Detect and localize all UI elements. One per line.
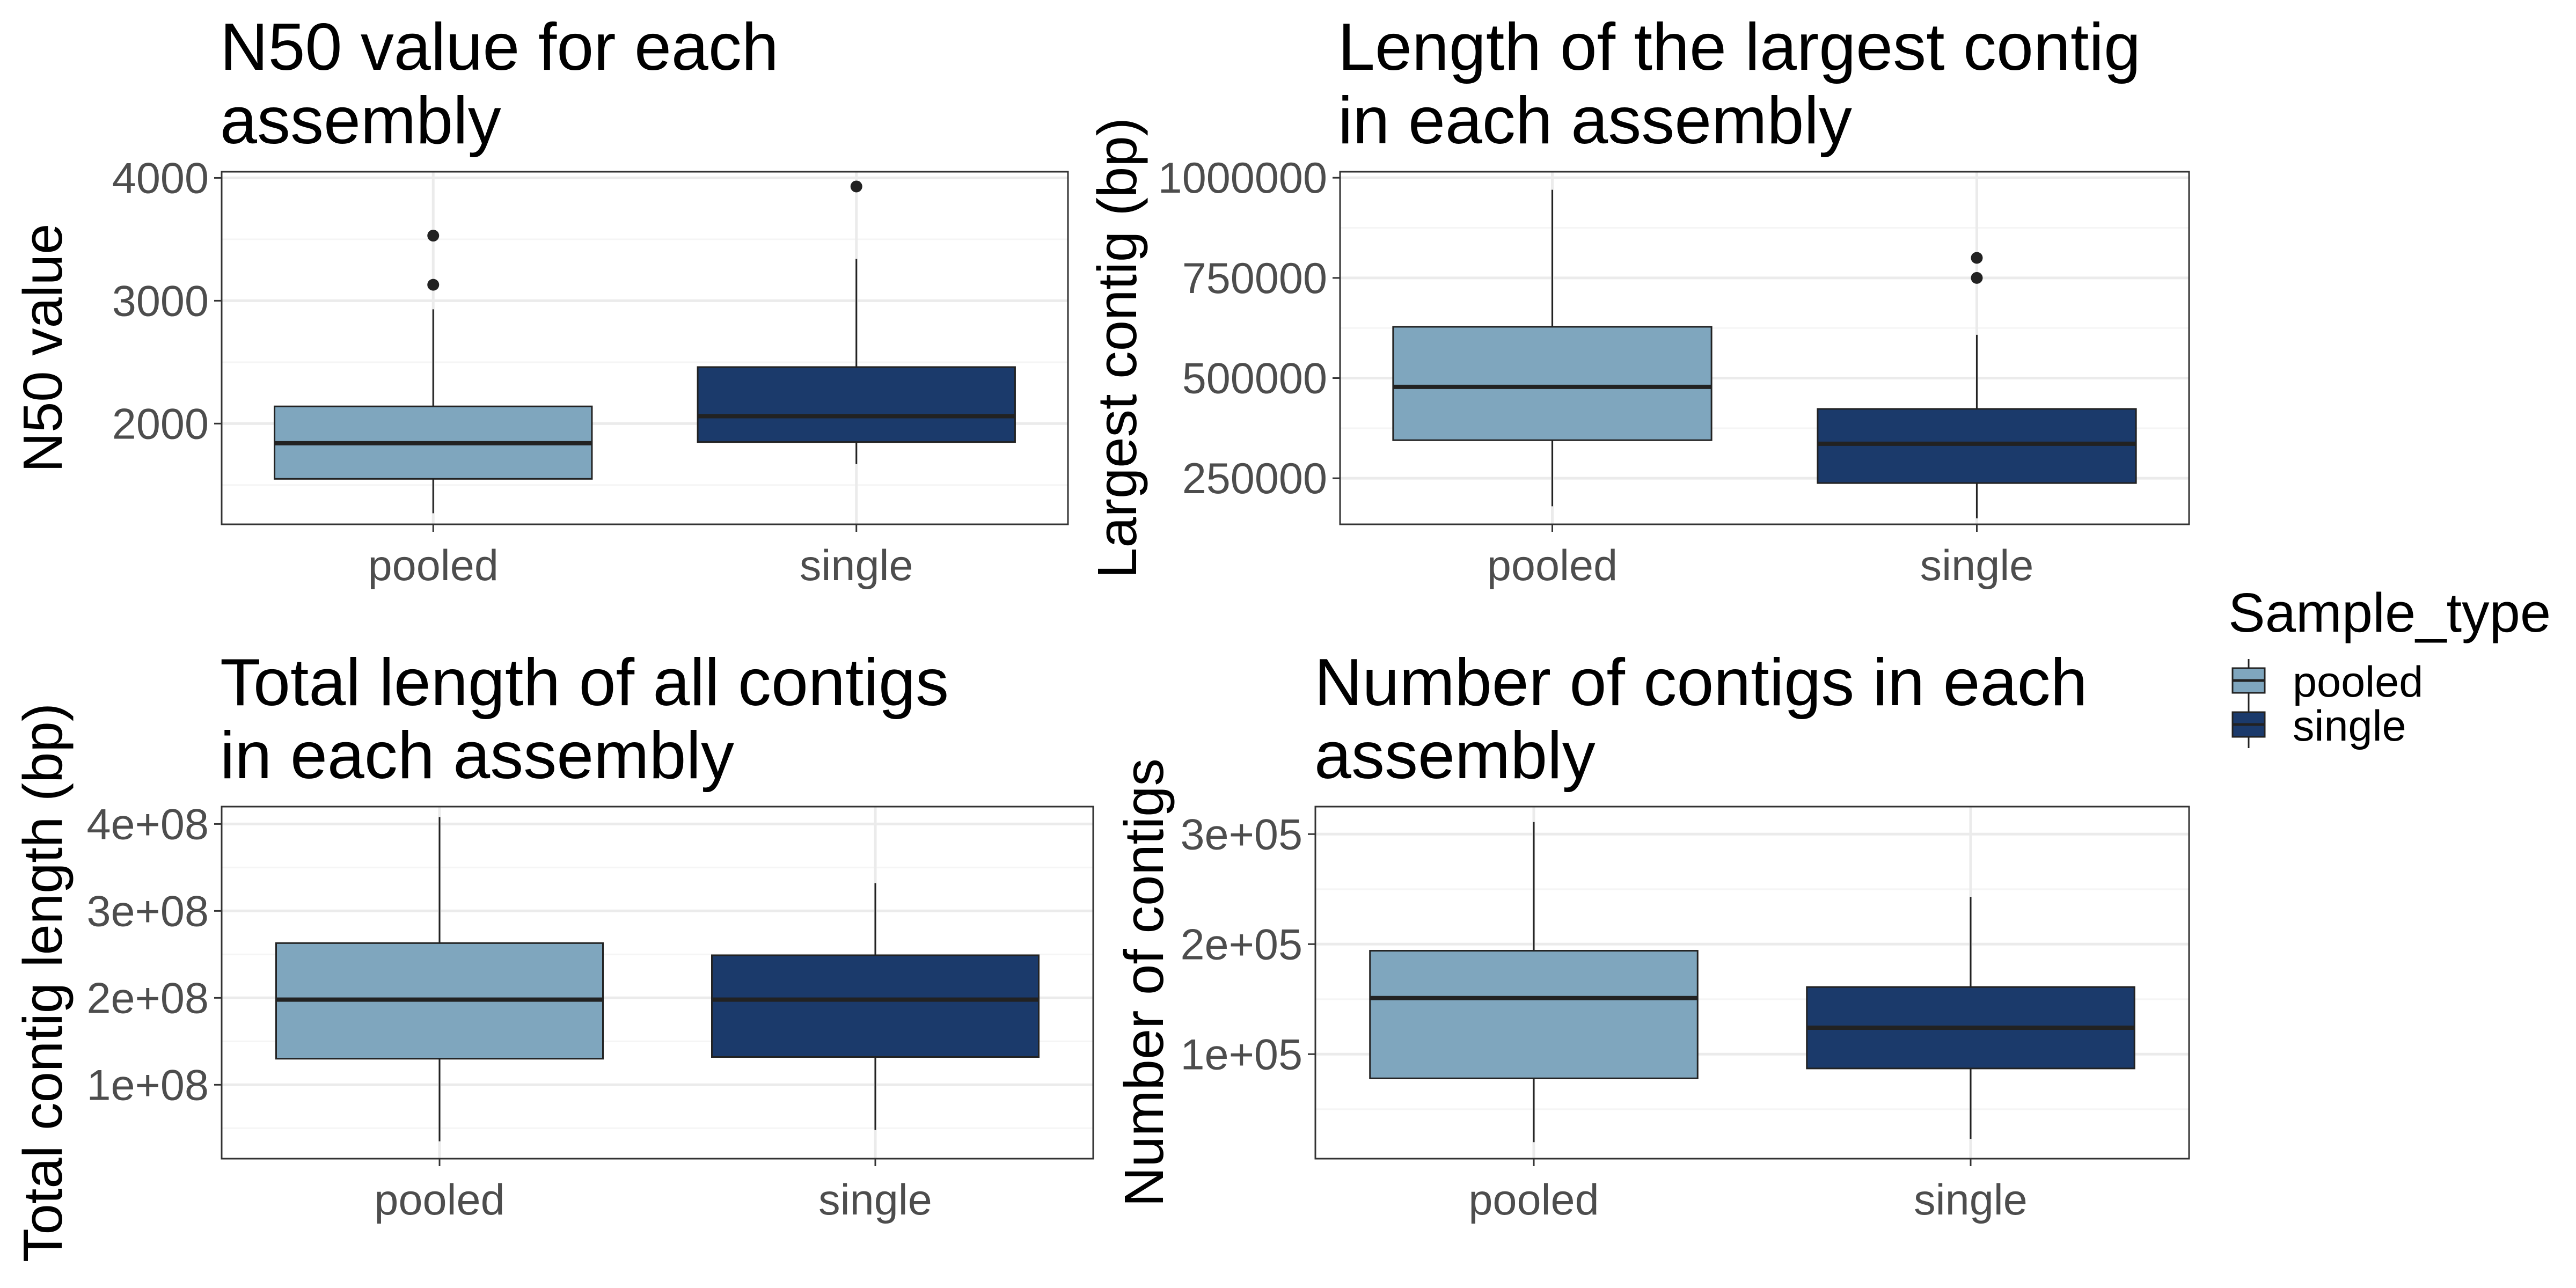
box-single xyxy=(697,180,1016,464)
x-tick-label: pooled xyxy=(1487,541,1618,590)
box-single xyxy=(711,883,1040,1130)
y-tick-label: 3e+05 xyxy=(1181,810,1303,859)
box-pooled xyxy=(1392,189,1713,507)
y-tick-label: 500000 xyxy=(1182,354,1327,402)
y-tick-label: 1e+08 xyxy=(87,1061,209,1109)
box-pooled xyxy=(1369,822,1699,1143)
legend-item-single: single xyxy=(2231,702,2406,750)
box-body xyxy=(1392,326,1713,441)
y-tick-label: 3000 xyxy=(112,277,209,325)
panel-4: 1e+05 2e+05 3e+05 pooled single Number of con… xyxy=(1113,646,2190,1224)
x-tick-label: pooled xyxy=(368,541,499,590)
panel-3: 1e+08 2e+08 3e+08 4e+08 pooled single Total le… xyxy=(12,646,1094,1262)
y-axis-label: Number of contigs xyxy=(1113,758,1175,1207)
y-tick-label: 4000 xyxy=(112,154,209,202)
panel-border xyxy=(221,806,1094,1160)
y-tick-label: 4e+08 xyxy=(87,800,209,848)
y-axis-label: N50 value xyxy=(12,224,74,473)
panel-title-line: N50 value for each xyxy=(220,10,779,84)
box-body xyxy=(1817,408,2137,484)
outlier-point xyxy=(1971,272,1983,284)
y-tick-label: 1000000 xyxy=(1158,154,1327,202)
x-tick-label: pooled xyxy=(1468,1176,1599,1224)
y-tick-label: 2e+08 xyxy=(87,974,209,1022)
x-tick-label: single xyxy=(1914,1176,2028,1224)
panel-title-line: in each assembly xyxy=(220,719,734,793)
panel-1: 2000 3000 4000 pooled single N50 value for ea… xyxy=(12,10,1069,590)
legend-label: single xyxy=(2293,702,2406,750)
panel-title-line: Number of contigs in each xyxy=(1314,646,2088,720)
box-body xyxy=(711,954,1040,1058)
y-tick-label: 2e+05 xyxy=(1181,920,1303,969)
box-pooled xyxy=(275,817,604,1141)
panels: 2000 3000 4000 pooled single N50 value for ea… xyxy=(12,10,2190,1262)
outlier-point xyxy=(427,230,440,242)
box-single xyxy=(1806,897,2135,1139)
panel-title-line: Length of the largest contig xyxy=(1338,10,2141,84)
outlier-point xyxy=(1971,252,1983,264)
box-body xyxy=(1369,950,1699,1079)
panel-border xyxy=(221,171,1069,525)
box-pooled xyxy=(274,230,593,514)
y-tick-label: 3e+08 xyxy=(87,887,209,935)
x-tick-label: single xyxy=(1920,541,2034,590)
panel-title-line: assembly xyxy=(220,84,501,158)
y-axis-label: Total contig length (bp) xyxy=(12,703,74,1262)
panel-border xyxy=(1339,171,2190,525)
y-tick-label: 750000 xyxy=(1182,254,1327,303)
x-tick-label: pooled xyxy=(374,1176,504,1224)
legend-title: Sample_type xyxy=(2228,582,2551,643)
panel-2: 250000 500000 750000 1000000 pooled single Len… xyxy=(1086,10,2190,590)
x-tick-label: single xyxy=(818,1176,932,1224)
legend-label: pooled xyxy=(2293,658,2423,706)
outlier-point xyxy=(850,180,862,193)
outlier-point xyxy=(427,279,440,291)
y-tick-label: 250000 xyxy=(1182,455,1327,503)
legend-item-pooled: pooled xyxy=(2231,658,2423,706)
panel-title-line: assembly xyxy=(1314,719,1596,793)
x-tick-label: single xyxy=(800,541,913,590)
box-single xyxy=(1817,252,2137,518)
panel-title-line: in each assembly xyxy=(1338,84,1852,158)
y-tick-label: 2000 xyxy=(112,400,209,448)
box-body xyxy=(697,366,1016,443)
y-axis-label: Largest contig (bp) xyxy=(1086,118,1148,579)
y-tick-label: 1e+05 xyxy=(1181,1030,1303,1079)
panel-title-line: Total length of all contigs xyxy=(220,646,949,720)
panel-border xyxy=(1314,806,2190,1160)
